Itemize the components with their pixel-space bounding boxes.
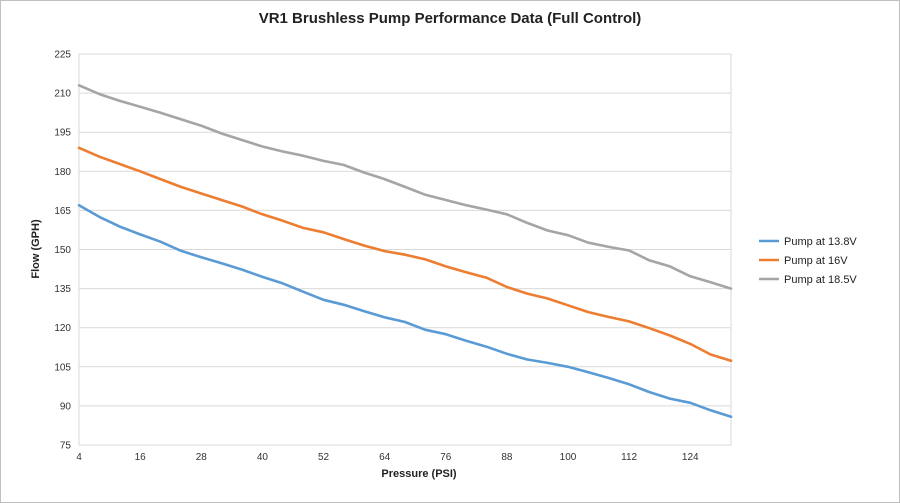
y-tick-label: 75 <box>60 441 72 452</box>
x-tick-label: 100 <box>560 452 577 463</box>
x-tick-label: 28 <box>196 452 208 463</box>
legend-label: Pump at 16V <box>784 255 848 267</box>
y-tick-label: 165 <box>54 206 71 217</box>
x-tick-label: 88 <box>501 452 513 463</box>
y-tick-label: 90 <box>60 401 72 412</box>
series-line-3 <box>77 84 733 290</box>
y-tick-label: 150 <box>54 245 71 256</box>
x-tick-label: 112 <box>621 452 637 463</box>
gridlines <box>78 53 732 446</box>
series-line-1 <box>77 203 733 419</box>
y-tick-label: 105 <box>54 362 71 373</box>
x-tick-label: 124 <box>682 452 699 463</box>
y-axis-title: Flow (GPH) <box>30 219 42 279</box>
plot-area <box>78 53 732 446</box>
x-tick-label: 16 <box>135 452 147 463</box>
y-tick-label: 120 <box>54 323 71 334</box>
x-axis-title: Pressure (PSI) <box>381 468 457 480</box>
x-tick-label: 64 <box>379 452 391 463</box>
y-tick-label: 210 <box>54 89 71 100</box>
y-tick-label: 225 <box>54 50 71 61</box>
legend-label: Pump at 13.8V <box>784 236 857 248</box>
x-tick-label: 4 <box>76 452 82 463</box>
series-lines <box>77 84 733 419</box>
y-tick-labels: 75 90 105 120 135 150 165 180 195 210 225 <box>54 50 71 452</box>
x-tick-label: 40 <box>257 452 269 463</box>
legend: Pump at 13.8V Pump at 16V Pump at 18.5V <box>759 236 857 286</box>
y-tick-label: 135 <box>54 284 71 295</box>
y-tick-label: 195 <box>54 128 71 139</box>
series-line-2 <box>77 146 733 363</box>
x-tick-labels: 4 16 28 40 52 64 76 88 100 112 124 <box>76 452 699 463</box>
y-tick-label: 180 <box>54 167 71 178</box>
chart-title: VR1 Brushless Pump Performance Data (Ful… <box>259 10 642 27</box>
legend-label: Pump at 18.5V <box>784 274 857 286</box>
x-tick-label: 52 <box>318 452 330 463</box>
x-tick-label: 76 <box>440 452 452 463</box>
